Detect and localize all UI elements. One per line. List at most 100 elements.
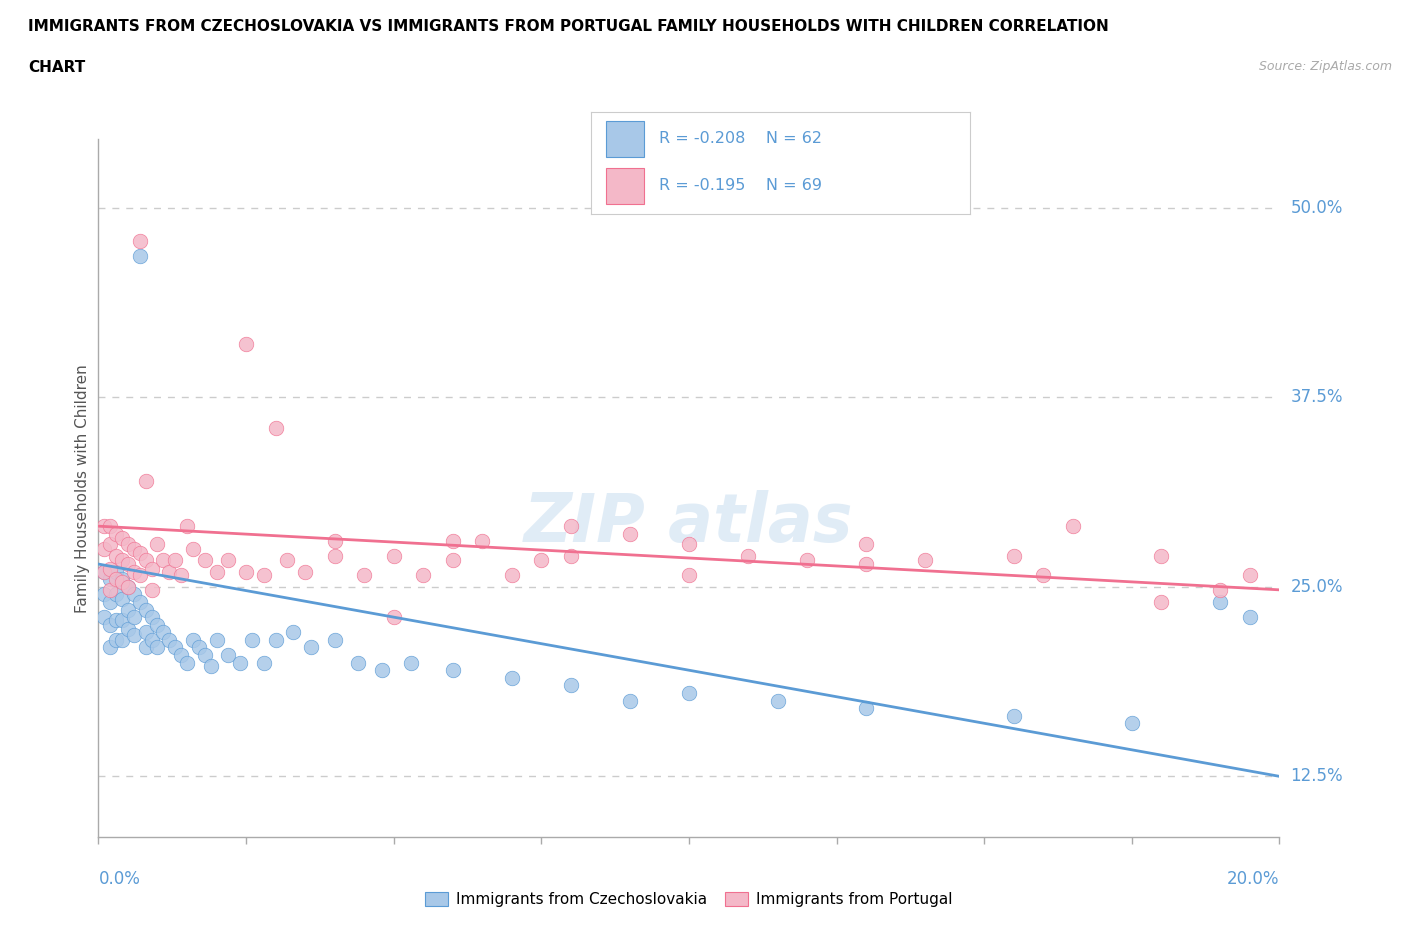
Point [796, 552, 818, 567]
FancyBboxPatch shape [606, 121, 644, 156]
Point [111, 552, 134, 567]
Point [141, 561, 163, 576]
Point [1032, 567, 1054, 582]
Point [117, 579, 139, 594]
Point [98, 640, 121, 655]
Point [135, 552, 157, 567]
Point [235, 337, 257, 352]
Point [117, 622, 139, 637]
Point [128, 594, 150, 609]
Point [141, 632, 163, 647]
Point [323, 549, 346, 564]
Point [276, 552, 298, 567]
Text: ZIP atlas: ZIP atlas [524, 490, 853, 556]
Legend: Immigrants from Czechoslovakia, Immigrants from Portugal: Immigrants from Czechoslovakia, Immigran… [419, 885, 959, 913]
Y-axis label: Family Households with Children: Family Households with Children [75, 364, 90, 613]
Point [766, 693, 789, 708]
Point [128, 567, 150, 582]
Point [117, 579, 139, 594]
Point [128, 233, 150, 248]
Point [1150, 594, 1173, 609]
Point [98, 618, 121, 632]
Point [93, 565, 115, 579]
Point [1150, 549, 1173, 564]
Point [135, 640, 157, 655]
Point [401, 656, 423, 671]
Point [157, 632, 180, 647]
Point [530, 552, 553, 567]
Point [441, 534, 464, 549]
Point [122, 610, 145, 625]
Text: CHART: CHART [28, 60, 86, 75]
Point [205, 632, 228, 647]
Point [353, 567, 375, 582]
Point [560, 519, 582, 534]
Point [93, 565, 115, 579]
Point [678, 537, 700, 551]
Point [217, 552, 239, 567]
Point [111, 613, 134, 628]
Point [560, 549, 582, 564]
Point [141, 610, 163, 625]
Point [323, 632, 346, 647]
Text: 20.0%: 20.0% [1227, 870, 1279, 887]
Point [122, 541, 145, 556]
Point [1062, 519, 1084, 534]
Point [217, 647, 239, 662]
Point [93, 587, 115, 602]
Point [253, 567, 276, 582]
Point [117, 537, 139, 551]
Point [264, 632, 287, 647]
Point [382, 610, 405, 625]
Point [441, 663, 464, 678]
Point [264, 420, 287, 435]
Text: 0.0%: 0.0% [98, 870, 141, 887]
Point [98, 572, 121, 587]
Point [122, 628, 145, 643]
Point [501, 567, 523, 582]
Point [117, 557, 139, 572]
Point [93, 610, 115, 625]
Point [170, 647, 193, 662]
Point [117, 602, 139, 617]
Point [98, 561, 121, 576]
Point [105, 587, 128, 602]
Point [157, 565, 180, 579]
Point [229, 656, 252, 671]
Point [1002, 549, 1025, 564]
Point [737, 549, 759, 564]
Point [135, 473, 157, 488]
Point [128, 546, 150, 561]
Point [471, 534, 494, 549]
Point [98, 519, 121, 534]
Point [93, 519, 115, 534]
Point [176, 656, 198, 671]
Point [152, 625, 174, 640]
Point [194, 552, 217, 567]
Point [501, 671, 523, 685]
Point [181, 541, 204, 556]
Point [165, 552, 187, 567]
Text: 37.5%: 37.5% [1291, 388, 1343, 406]
Point [347, 656, 370, 671]
Point [235, 565, 257, 579]
Point [253, 656, 276, 671]
Point [382, 549, 405, 564]
Point [187, 640, 209, 655]
Point [152, 552, 174, 567]
Text: 50.0%: 50.0% [1291, 199, 1343, 217]
Point [176, 519, 198, 534]
Point [412, 567, 434, 582]
Point [1209, 582, 1232, 597]
Point [111, 575, 134, 590]
Text: R = -0.195    N = 69: R = -0.195 N = 69 [659, 179, 823, 193]
Point [560, 678, 582, 693]
Point [98, 537, 121, 551]
Point [105, 549, 128, 564]
Point [146, 537, 169, 551]
Point [371, 663, 394, 678]
Point [93, 541, 115, 556]
Point [105, 632, 128, 647]
Text: R = -0.208    N = 62: R = -0.208 N = 62 [659, 131, 823, 146]
Point [146, 618, 169, 632]
